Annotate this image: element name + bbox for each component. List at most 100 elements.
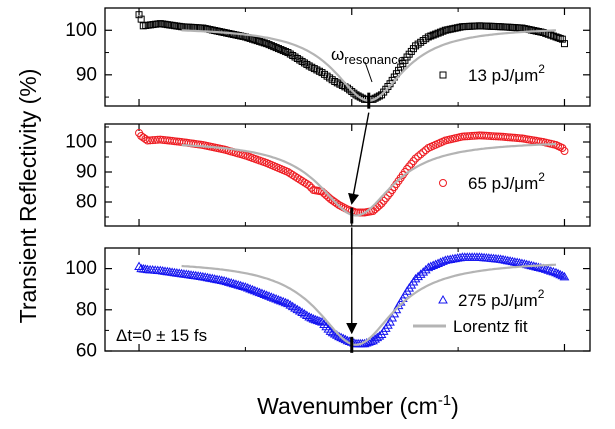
data-point <box>221 276 232 286</box>
data-point <box>282 48 290 56</box>
data-point <box>543 265 554 274</box>
data-point <box>540 264 551 273</box>
data-point <box>553 268 563 278</box>
data-point <box>456 23 464 31</box>
data-point <box>223 277 234 286</box>
data-point <box>407 159 416 168</box>
data-point <box>228 278 239 288</box>
data-point <box>263 40 271 48</box>
data-point <box>439 27 447 35</box>
data-point <box>306 313 317 322</box>
y-axis-title: Transient Reflectivity (%) <box>15 69 41 324</box>
data-point <box>301 310 312 320</box>
data-point <box>285 300 296 309</box>
y-tick-label: 100 <box>65 132 97 153</box>
legend-marker <box>438 294 448 304</box>
y-tick-label: 90 <box>76 162 97 183</box>
chart-panels: 90 100 13 pJ/μm2 80 90 100 65 pJ/μm2 60 80 100 275… <box>65 7 591 362</box>
data-point <box>235 280 246 290</box>
resonance-arrow <box>348 112 370 205</box>
panel-2: 80 90 100 65 pJ/μm2 <box>65 123 591 227</box>
data-point <box>273 294 284 304</box>
y-tick-label: 80 <box>76 299 97 320</box>
data-point <box>560 147 569 155</box>
data-point <box>287 301 298 311</box>
data-point <box>377 199 386 208</box>
data-point <box>451 24 459 32</box>
legend-marker <box>439 179 447 187</box>
data-point <box>559 271 570 281</box>
data-point <box>434 29 442 37</box>
data-point <box>297 307 307 317</box>
data-point <box>277 46 285 54</box>
data-point <box>383 191 392 200</box>
data-point <box>294 306 305 315</box>
lorentz-fit-curve <box>181 263 557 346</box>
y-tick-label: 60 <box>76 341 97 362</box>
data-point <box>418 267 429 276</box>
panel-3: 60 80 100 275 pJ/μm2 <box>65 247 591 362</box>
data-point <box>274 45 282 53</box>
data-point <box>266 292 277 301</box>
data-point <box>252 286 263 296</box>
y-tick-label: 100 <box>65 258 97 279</box>
data-point <box>257 288 267 298</box>
data-point <box>245 283 255 293</box>
data-point <box>278 296 289 306</box>
data-point <box>385 317 395 326</box>
data-point <box>231 279 241 288</box>
data-point <box>336 332 346 342</box>
data-point <box>260 39 268 47</box>
data-point <box>307 183 316 192</box>
data-point <box>558 35 566 43</box>
data-point <box>280 297 291 307</box>
data-point <box>554 34 562 42</box>
data-point <box>233 280 244 289</box>
data-point <box>441 26 449 34</box>
data-point <box>259 289 270 298</box>
x-axis-title: Wavenumber (cm-1) <box>257 392 459 419</box>
panel-frame <box>104 247 591 352</box>
data-point <box>548 266 559 276</box>
data-point <box>299 309 310 318</box>
data-point <box>275 295 286 305</box>
data-point <box>545 266 556 275</box>
data-point <box>135 11 143 19</box>
data-point <box>555 269 566 279</box>
data-point <box>312 315 323 325</box>
resonance-pointer <box>364 61 373 83</box>
data-point <box>283 298 293 308</box>
data-point <box>251 36 259 44</box>
data-point <box>379 196 388 205</box>
data-point <box>242 283 253 292</box>
y-tick-label: 100 <box>65 20 97 41</box>
data-point <box>268 293 279 302</box>
resonance-arrows <box>346 61 373 335</box>
data-point <box>405 162 414 171</box>
data-point <box>449 25 457 33</box>
data-point <box>327 327 338 337</box>
data-point <box>521 259 532 269</box>
data-point <box>256 37 264 45</box>
data-point <box>325 326 336 335</box>
data-point <box>264 291 274 300</box>
data-point <box>409 157 418 166</box>
fit-legend-label: Lorentz fit <box>453 317 528 336</box>
data-point <box>551 267 561 277</box>
data-point <box>240 282 251 291</box>
data-point <box>143 136 152 145</box>
data-point <box>419 148 428 157</box>
data-point <box>414 152 423 161</box>
data-point <box>146 136 155 145</box>
data-point <box>533 262 544 271</box>
data-point <box>444 26 452 34</box>
panel-1: 90 100 13 pJ/μm2 <box>65 7 591 109</box>
data-point <box>226 278 237 287</box>
data-point <box>373 93 381 101</box>
legend-marker <box>439 71 447 79</box>
data-point <box>411 154 420 163</box>
data-point <box>249 285 260 295</box>
data-point <box>374 331 385 340</box>
data-point <box>375 201 384 210</box>
